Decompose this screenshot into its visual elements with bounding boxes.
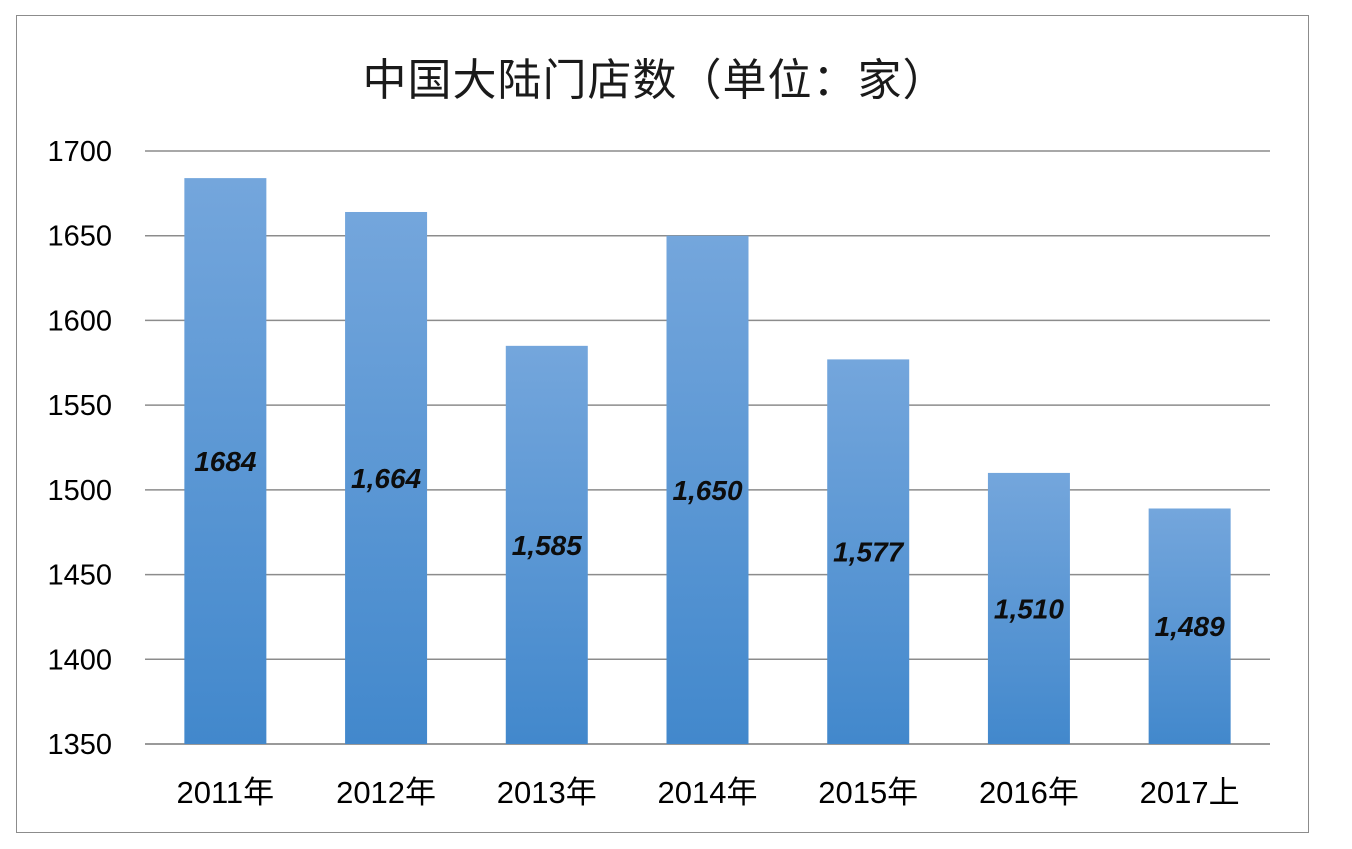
bar	[987, 472, 1070, 744]
y-tick-label: 1700	[47, 136, 112, 168]
x-category-label: 2012年	[336, 775, 436, 810]
bar	[827, 359, 910, 744]
bar	[1148, 508, 1231, 744]
y-axis-tick-labels: 1350 1400 1450 1500 1550 1600 1650 1700	[47, 136, 112, 761]
y-tick-label: 1400	[47, 644, 112, 676]
y-tick-label: 1350	[47, 729, 112, 761]
y-tick-label: 1600	[47, 305, 112, 337]
x-category-label: 2017上	[1140, 775, 1240, 810]
x-category-label: 2015年	[818, 775, 918, 810]
bars	[184, 178, 1231, 745]
data-labels: 1684 1,664 1,585 1,650 1,577 1,510 1,489	[194, 446, 1225, 642]
bar	[184, 178, 267, 744]
bar	[666, 235, 749, 744]
bar	[345, 211, 428, 745]
x-axis-category-labels: 2011年 2012年 2013年 2014年 2015年 2016年 2017上	[177, 775, 1240, 810]
x-category-label: 2011年	[177, 775, 275, 810]
y-tick-label: 1450	[47, 560, 112, 592]
data-label: 1,510	[994, 593, 1064, 624]
y-tick-label: 1500	[47, 475, 112, 507]
bar	[505, 345, 588, 744]
chart-title: 中国大陆门店数（单位：家）	[362, 55, 948, 106]
x-category-label: 2014年	[658, 775, 758, 810]
x-category-label: 2016年	[979, 775, 1079, 810]
data-label: 1,664	[351, 463, 421, 494]
data-label: 1684	[194, 446, 257, 477]
x-category-label: 2013年	[497, 775, 597, 810]
data-label: 1,585	[512, 530, 582, 561]
data-label: 1,577	[833, 537, 904, 568]
data-label: 1,489	[1155, 611, 1225, 642]
y-tick-label: 1550	[47, 390, 112, 422]
data-label: 1,650	[672, 475, 742, 506]
y-tick-label: 1650	[47, 221, 112, 253]
